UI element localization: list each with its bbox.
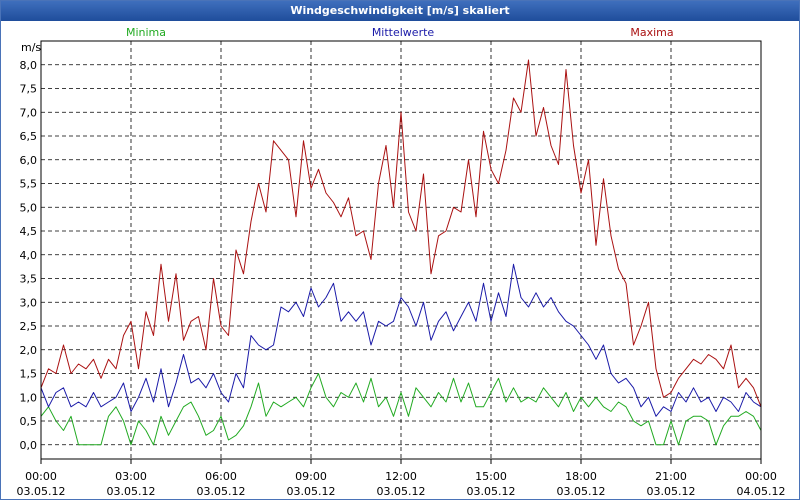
series-line-mittelwerte	[40, 263, 762, 417]
plot-frame	[40, 40, 762, 460]
y-tick-label: 2,0	[20, 344, 38, 357]
x-tick-date: 04.05.12	[737, 485, 786, 498]
x-tick-time: 21:00	[655, 470, 687, 483]
x-tick-date: 03.05.12	[467, 485, 516, 498]
y-tick-label: 7,0	[20, 106, 38, 119]
legend-mittelwerte: Mittelwerte	[372, 26, 435, 39]
y-tick-label: 6,0	[20, 154, 38, 167]
y-tick-label: 0,0	[20, 439, 38, 452]
y-tick-label: 7,5	[20, 83, 38, 96]
x-tick-time: 12:00	[385, 470, 417, 483]
x-tick-date: 03.05.12	[557, 485, 606, 498]
y-tick-label: 6,5	[20, 130, 38, 143]
x-tick-time: 09:00	[295, 470, 327, 483]
x-tick-date: 03.05.12	[107, 485, 156, 498]
y-tick-label: 3,5	[20, 273, 38, 286]
x-tick-date: 03.05.12	[197, 485, 246, 498]
x-tick-time: 15:00	[475, 470, 507, 483]
y-tick-label: 3,0	[20, 296, 38, 309]
x-tick-time: 18:00	[565, 470, 597, 483]
x-tick-time: 06:00	[205, 470, 237, 483]
x-tick-time: 00:00	[25, 470, 57, 483]
y-tick-label: 8,0	[20, 59, 38, 72]
y-tick-label: 1,5	[20, 368, 38, 381]
y-tick-label: 0,5	[20, 415, 38, 428]
series-line-maxima	[40, 59, 762, 407]
y-tick-label: 2,5	[20, 320, 38, 333]
x-tick-date: 03.05.12	[287, 485, 336, 498]
y-tick-label: 4,5	[20, 225, 38, 238]
series-line-minima	[40, 373, 762, 446]
x-tick-date: 03.05.12	[17, 485, 66, 498]
x-tick-date: 03.05.12	[647, 485, 696, 498]
y-axis-unit: m/s	[21, 41, 41, 54]
legend-maxima: Maxima	[630, 26, 673, 39]
x-tick-time: 00:00	[745, 470, 777, 483]
y-tick-label: 4,0	[20, 249, 38, 262]
x-tick-time: 03:00	[115, 470, 147, 483]
y-tick-label: 5,5	[20, 178, 38, 191]
x-tick-date: 03.05.12	[377, 485, 426, 498]
y-tick-label: 5,0	[20, 201, 38, 214]
legend-minima: Minima	[126, 26, 166, 39]
y-tick-label: 1,0	[20, 391, 38, 404]
chart-title: Windgeschwindigkeit [m/s] skaliert	[1, 1, 799, 21]
